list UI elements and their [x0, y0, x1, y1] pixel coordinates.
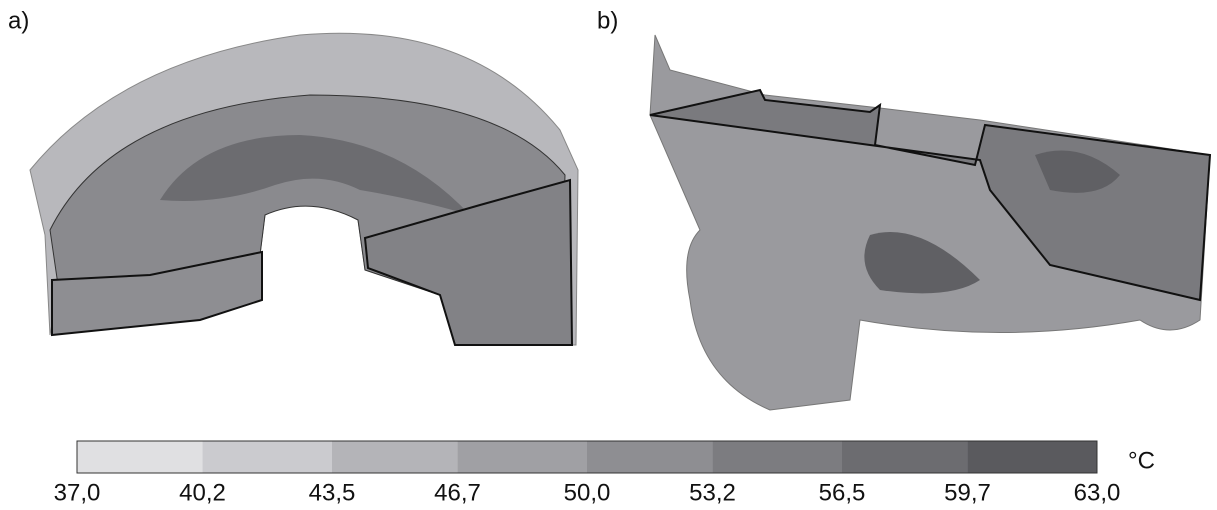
colorbar-tick-label: 53,2: [689, 479, 736, 506]
unit-label: °C: [1128, 447, 1155, 474]
colorbar-segment: [203, 441, 332, 473]
colorbar-segment: [458, 441, 587, 473]
colorbar-tick-label: 56,5: [819, 479, 866, 506]
colorbar-tick-label: 43,5: [309, 479, 356, 506]
colorbar-tick-label: 40,2: [179, 479, 226, 506]
colorbar-tick-label: 59,7: [944, 479, 991, 506]
colorbar-segment: [77, 441, 203, 473]
colorbar-tick-label: 46,7: [434, 479, 481, 506]
colorbar-segment: [713, 441, 842, 473]
render-a: [30, 33, 578, 345]
page: a) b) °C 37,0 40,2 43,5 46,7 50,0 53,2 56,5 59,…: [0, 0, 1217, 510]
panel-label: b): [597, 7, 618, 34]
colorbar-segment: [332, 441, 458, 473]
colorbar-tick-label: 37,0: [54, 479, 101, 506]
colorbar-tick-label: 63,0: [1074, 479, 1121, 506]
render-b: [650, 35, 1210, 410]
colorbar-tick-label: 50,0: [564, 479, 611, 506]
figure: a) b) °C 37,0 40,2 43,5 46,7 50,0 53,2 56,5 59,…: [0, 0, 1217, 510]
panel-label: a): [8, 7, 29, 34]
colorbar-segment: [587, 441, 713, 473]
colorbar-segment: [842, 441, 968, 473]
colorbar-segment: [968, 441, 1097, 473]
